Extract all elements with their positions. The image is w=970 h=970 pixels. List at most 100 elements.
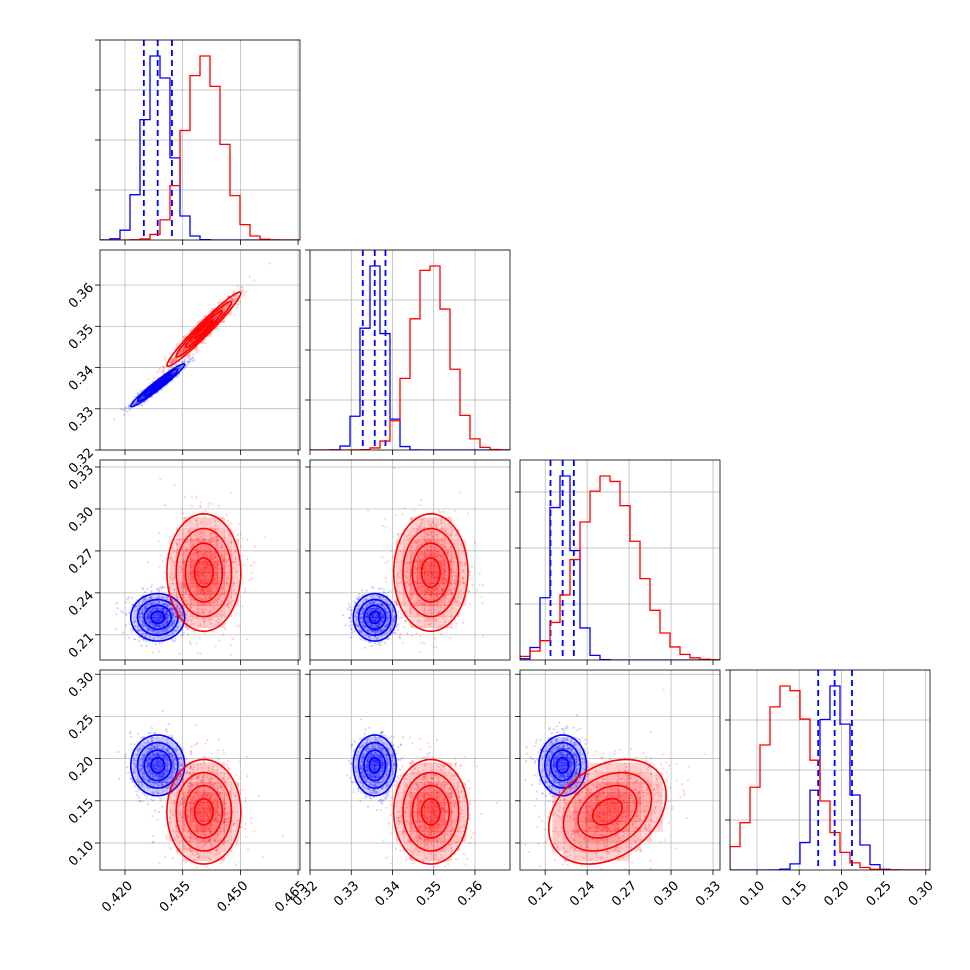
point-0-96 [155,751,158,754]
point-0-597 [152,601,155,604]
point-0-152 [172,748,176,751]
point-1-85 [417,587,420,590]
point-1-397 [203,538,206,541]
point-1-615 [418,504,421,507]
contour-0-1-0-2 [136,368,179,403]
point-0-63 [159,751,162,754]
point-0-62 [359,620,363,623]
point-1-361 [164,358,167,361]
point-1-131 [217,559,220,563]
point-0-169 [361,625,364,628]
point-0-287 [155,782,158,785]
point-0-411 [167,604,170,607]
point-0-591 [125,614,128,617]
point-1-154 [175,605,178,608]
density-cell-1-6-5 [190,594,198,606]
point-0-300 [392,618,395,622]
density-cell-1-11-6 [224,583,232,595]
point-0-68 [169,624,172,627]
point-1-12 [170,611,173,614]
point-0-266 [130,630,133,634]
point-1-229 [237,538,240,542]
point-0-538 [186,628,189,631]
density-cell-0-12-7 [177,617,184,623]
density-cell-1-4-9 [176,550,184,562]
point-1-581 [190,606,193,609]
point-1-300 [159,554,163,557]
point-1-332 [191,585,194,588]
point-0-508 [386,611,389,614]
density-cell-0-7-8 [370,612,376,618]
contour-0-1-0-3 [129,363,186,408]
point-1-585 [434,637,437,640]
point-0-94 [147,779,150,782]
density-cell-1-12-9 [458,550,467,562]
point-0-339 [150,739,153,742]
point-0-389 [138,616,141,619]
point-1-267 [406,562,410,565]
density-cell-0-3-10 [354,604,359,609]
point-0-106 [397,623,400,626]
point-0-230 [150,611,153,614]
density-cell-0-9-3 [378,635,384,641]
point-1-190 [414,580,417,583]
point-1-160 [158,378,162,381]
point-1-212 [455,622,458,625]
point-1-389 [452,591,455,595]
density-cell-1-10-11 [217,528,225,540]
point-1-87 [197,603,200,607]
point-1-86 [427,598,430,601]
point-1-597 [455,600,458,603]
density-cell-1-6-6 [190,583,198,595]
point-1-285 [395,617,398,621]
point-0-345 [191,360,194,363]
point-1-303 [176,605,179,608]
point-0-437 [147,609,150,613]
point-0-151 [169,607,172,610]
point-1-499 [409,568,412,572]
point-0-236 [166,787,169,790]
point-1-195 [165,557,168,561]
point-1-121 [175,556,178,559]
point-0-458 [154,746,157,749]
point-0-43 [386,631,389,635]
point-1-239 [170,592,173,595]
point-1-122 [184,348,187,351]
point-1-279 [238,624,241,627]
point-0-326 [175,629,178,632]
point-1-561 [157,540,160,543]
density-cell-0-10-11 [382,599,388,605]
point-0-42 [347,602,350,606]
contour-0-2-1-0 [368,610,381,625]
point-1-281 [219,613,222,617]
point-1-244 [246,538,249,541]
density-cell-1-8-9 [203,550,212,562]
point-1-337 [412,552,416,555]
point-0-644 [179,610,182,613]
point-1-432 [415,602,418,605]
point-0-363 [175,778,178,781]
point-0-125 [177,756,180,759]
point-1-505 [436,534,439,537]
point-0-88 [166,610,169,613]
point-0-475 [172,629,175,632]
density-cell-1-8-10 [203,539,212,551]
point-1-265 [399,633,402,636]
point-0-206 [362,607,365,610]
density-cell-0-5-12 [362,595,368,600]
density-cell-0-5-10 [142,604,148,609]
density-cell-0-3-6 [354,621,359,627]
point-0-499 [141,624,145,627]
point-1-63 [231,300,235,303]
density-cell-0-7-4 [370,630,376,636]
point-0-174 [364,615,367,618]
point-0-288 [372,586,375,590]
point-0-79 [377,587,380,590]
point-1-486 [434,522,437,526]
point-0-363 [365,629,368,632]
point-1-269 [422,603,425,606]
density-cell-1-11-6 [451,583,460,595]
point-1-119 [452,571,455,574]
panel-content-0-0 [100,40,300,240]
point-1-502 [459,491,462,494]
